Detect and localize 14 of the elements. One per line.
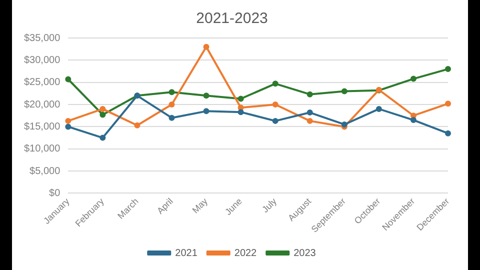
y-tick-label: $0	[49, 188, 61, 199]
legend-label: 2021	[175, 248, 198, 259]
y-tick-label: $30,000	[24, 54, 61, 66]
y-tick-label: $35,000	[24, 32, 61, 44]
legend-label: 2023	[294, 248, 316, 259]
y-tick-label: $20,000	[24, 99, 61, 110]
x-tick-label: July	[260, 196, 279, 215]
y-tick-label: $25,000	[24, 77, 61, 88]
y-tick-label: $5,000	[30, 166, 61, 177]
x-tick-label: May	[190, 196, 210, 216]
y-tick-label: $10,000	[24, 144, 61, 155]
chart-title: 2021-2023	[196, 10, 268, 28]
y-tick-label: $15,000	[24, 121, 61, 132]
legend-label: 2022	[234, 248, 258, 259]
